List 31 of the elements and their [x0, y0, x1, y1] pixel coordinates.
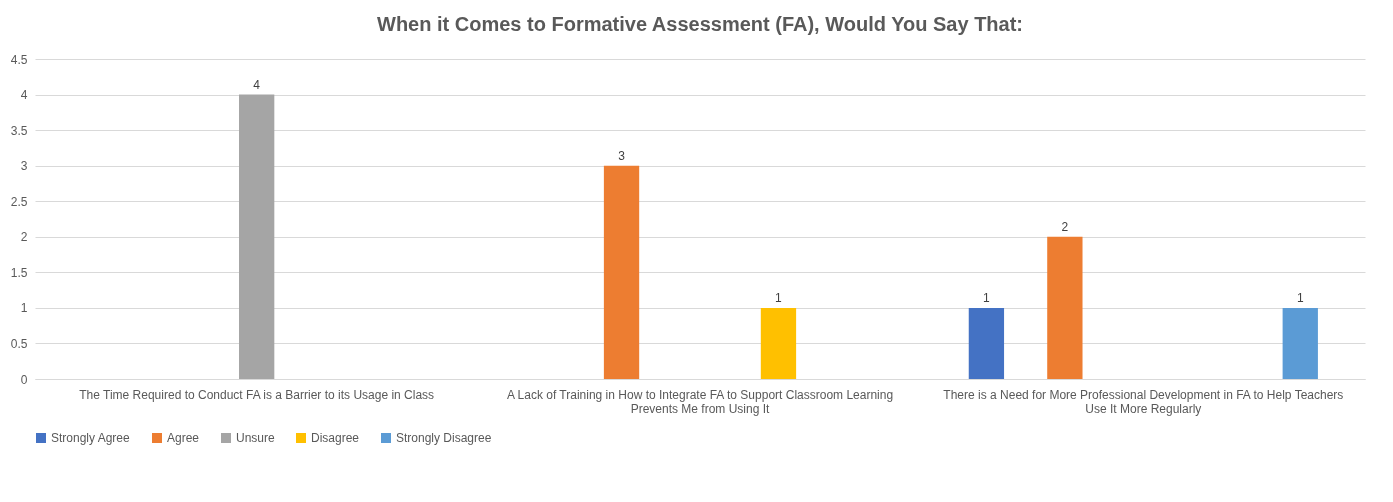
- bar: [1047, 236, 1083, 379]
- data-label: 3: [618, 148, 626, 163]
- bar: [239, 94, 275, 379]
- y-tick-label: 2: [20, 230, 28, 245]
- data-label: 1: [775, 290, 783, 305]
- legend-label: Strongly Agree: [51, 431, 131, 445]
- y-tick-label: 0: [20, 372, 28, 387]
- y-tick-label: 0.5: [10, 336, 28, 351]
- data-label: 2: [1061, 219, 1069, 234]
- bar: [603, 165, 640, 379]
- data-label: 1: [1296, 290, 1304, 305]
- bar: [1282, 307, 1318, 379]
- x-tick-label: A Lack of Training in How to Integrate FA to Support Classroom Learning Prevents Me from Using It: [506, 387, 894, 416]
- x-tick-label: There is a Need for More Professional Development in FA to Help Teachers Use It More Regularly: [943, 387, 1344, 416]
- y-tick-label: 3.5: [10, 123, 28, 138]
- y-tick-label: 1: [20, 301, 28, 316]
- y-tick-label: 3: [20, 159, 28, 174]
- y-tick-label: 1.5: [10, 265, 28, 280]
- legend-label: Strongly Disagree: [396, 431, 492, 445]
- data-label: 1: [983, 290, 991, 305]
- legend-label: Unsure: [236, 431, 276, 445]
- chart-title: When it Comes to Formative Assessment (FA), Would You Say That:: [376, 13, 1024, 35]
- data-label: 4: [253, 77, 261, 92]
- y-tick-label: 4: [20, 88, 28, 103]
- x-tick-label: The Time Required to Conduct FA is a Barrier to its Usage in Class: [79, 387, 435, 402]
- y-tick-label: 4.5: [10, 52, 28, 67]
- legend-label: Disagree: [311, 431, 360, 445]
- bar: [968, 307, 1005, 379]
- legend-label: Agree: [167, 431, 200, 445]
- y-tick-label: 2.5: [10, 194, 28, 209]
- bar: [760, 307, 797, 379]
